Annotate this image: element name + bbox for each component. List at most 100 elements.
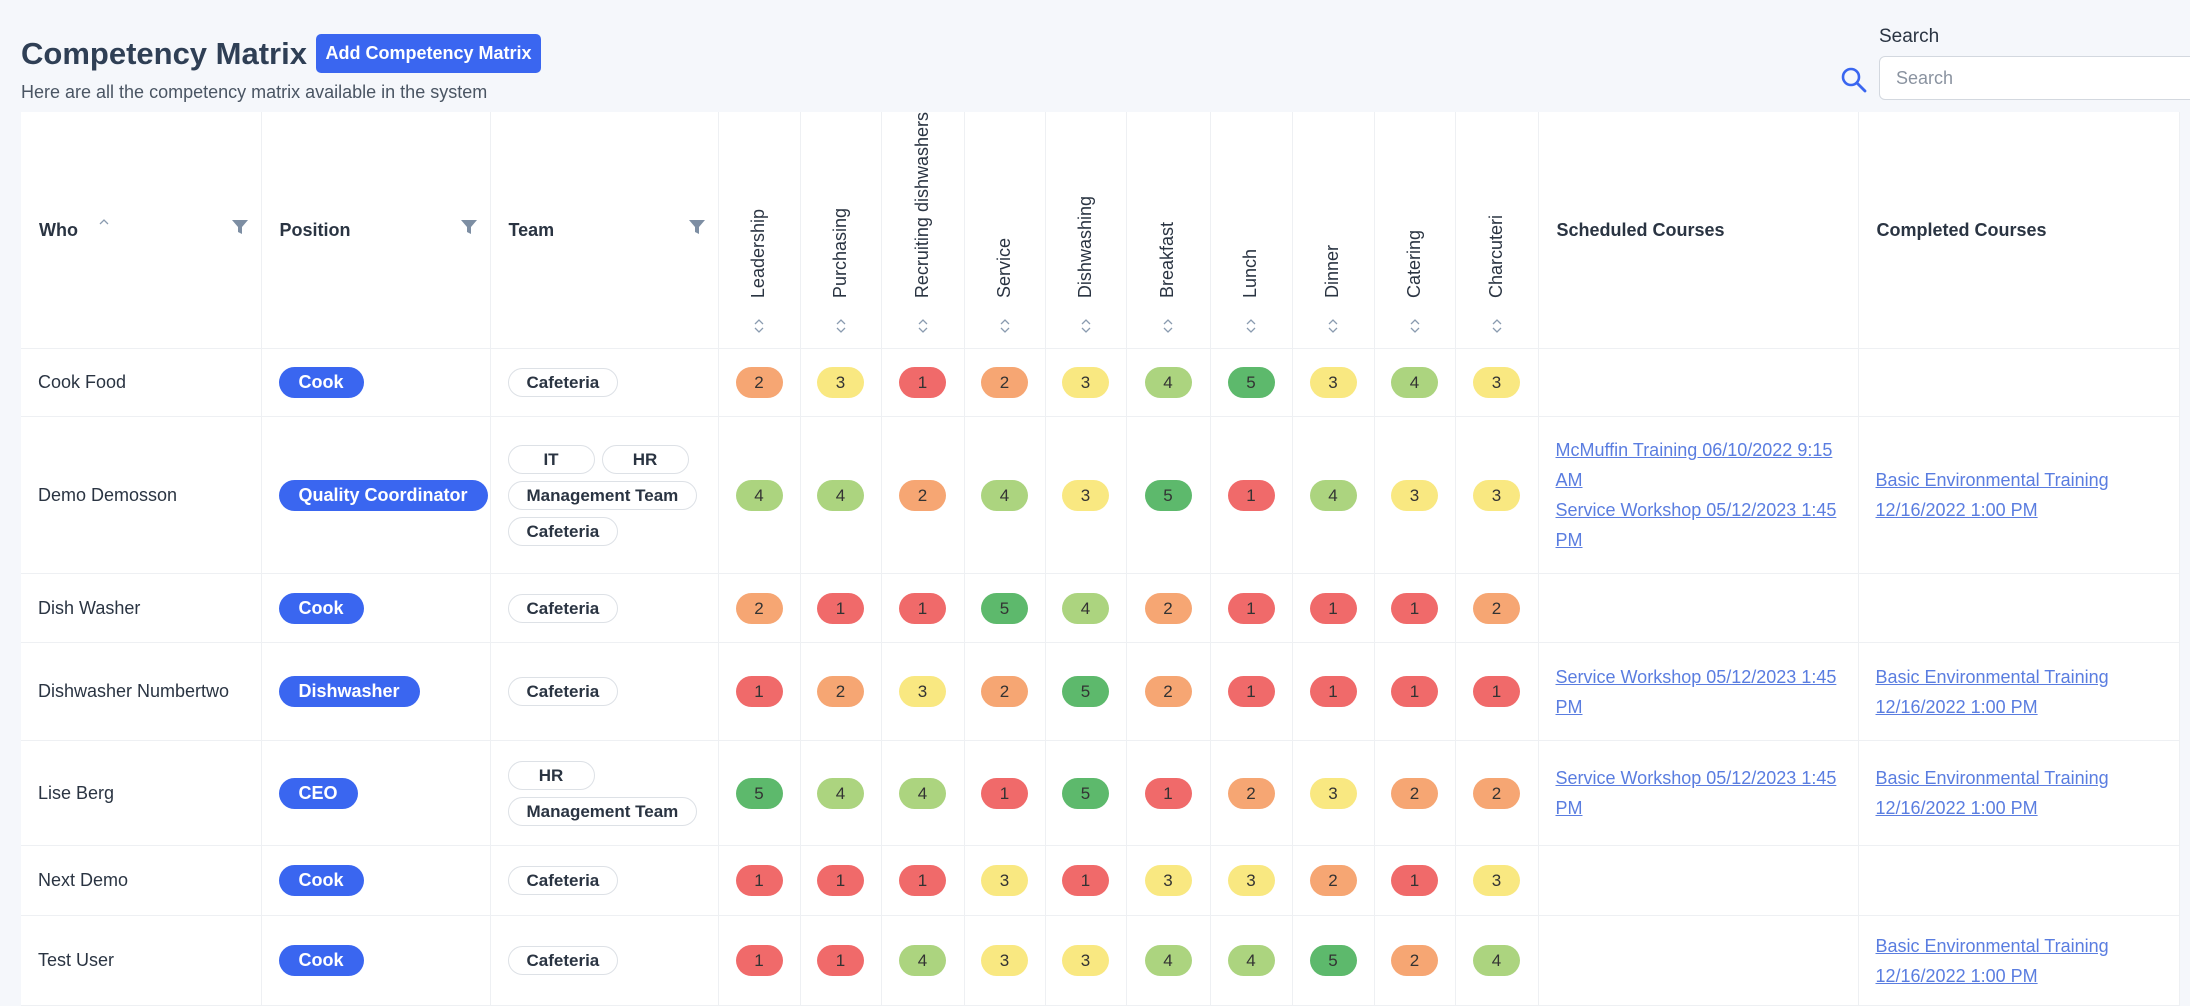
score-cell: 4: [881, 915, 965, 1006]
score-cell: 5: [1045, 740, 1127, 846]
score-cell: 3: [1455, 416, 1539, 574]
sort-icon[interactable]: [99, 218, 109, 226]
position-cell: Cook: [261, 573, 491, 643]
score-cell: 1: [964, 740, 1046, 846]
table-row: Demo Demosson Quality Coordinator IT HR Mana…: [21, 416, 2180, 574]
completed-course-link[interactable]: Basic Environmental Training 12/16/2022 …: [1875, 470, 2109, 520]
score-cell: 4: [1374, 348, 1456, 417]
score-cell: 4: [1126, 915, 1211, 1006]
score-badge: 2: [1144, 592, 1192, 624]
completed-course-link[interactable]: Basic Environmental Training 12/16/2022 …: [1875, 666, 2109, 717]
column-header[interactable]: Team: [490, 112, 719, 349]
team-badge: Cafeteria: [507, 677, 619, 706]
scheduled-course-link[interactable]: McMuffin Training 06/10/2022 9:15 AM: [1555, 440, 1833, 490]
filter-icon[interactable]: [231, 218, 249, 236]
position-badge: Quality Coordinator: [278, 479, 488, 511]
score-badge: 5: [1309, 945, 1357, 976]
column-header[interactable]: Position: [261, 112, 491, 349]
completed-course-link[interactable]: Basic Environmental Training 12/16/2022 …: [1875, 935, 2109, 986]
column-header[interactable]: Purchasing: [800, 112, 882, 349]
team-list: Cafeteria: [491, 593, 708, 623]
column-header[interactable]: Recruiting dishwashers: [881, 112, 965, 349]
sort-icon[interactable]: [1246, 318, 1256, 334]
column-header[interactable]: Catering: [1374, 112, 1456, 349]
sort-icon[interactable]: [1328, 318, 1338, 334]
sort-icon[interactable]: [1492, 318, 1502, 334]
table-row: Lise Berg CEO HR Management Team 5 4 4 1 5 1 2 3 2 2 S…: [21, 740, 2180, 846]
who-cell: Lise Berg: [21, 740, 262, 846]
sort-icon[interactable]: [1163, 318, 1173, 334]
score-badge: 2: [1309, 865, 1357, 896]
score-cell: 1: [718, 915, 801, 1006]
sort-icon[interactable]: [1000, 318, 1010, 334]
sort-icon[interactable]: [918, 318, 928, 334]
team-list: Cafeteria: [491, 677, 708, 706]
table-row: Dishwasher Numbertwo Dishwasher Cafeteria 1…: [21, 642, 2180, 741]
score-badge: 1: [1391, 676, 1438, 707]
who-cell: Dishwasher Numbertwo: [21, 642, 262, 741]
score-badge: 1: [735, 865, 783, 896]
score-cell: 2: [1455, 740, 1539, 846]
position-cell: CEO: [261, 740, 491, 846]
score-badge: 1: [1062, 865, 1109, 896]
score-cell: 4: [800, 416, 882, 574]
who-cell: Dish Washer: [21, 573, 262, 643]
score-cell: 1: [881, 845, 965, 916]
column-header[interactable]: Completed Courses: [1858, 112, 2180, 349]
score-cell: 2: [718, 573, 801, 643]
score-badge: 2: [735, 367, 783, 398]
completed-course-link[interactable]: Basic Environmental Training 12/16/2022 …: [1875, 768, 2109, 818]
column-header[interactable]: Scheduled Courses: [1538, 112, 1859, 349]
score-cell: 4: [1292, 416, 1375, 574]
scheduled-course-link[interactable]: Service Workshop 05/12/2023 1:45 PM: [1555, 768, 1837, 818]
filter-icon[interactable]: [460, 218, 478, 236]
score-cell: 4: [964, 416, 1046, 574]
sort-icon[interactable]: [754, 318, 764, 334]
sort-icon[interactable]: [836, 318, 846, 334]
filter-icon[interactable]: [688, 218, 706, 236]
add-button[interactable]: Add Competency Matrix: [316, 34, 541, 73]
column-header[interactable]: Charcuteri: [1455, 112, 1539, 349]
search-input[interactable]: Search: [1879, 56, 2190, 100]
score-badge: 1: [981, 777, 1028, 809]
scheduled-course-link[interactable]: Service Workshop 05/12/2023 1:45 PM: [1555, 500, 1837, 550]
position-badge: CEO: [278, 777, 358, 809]
who-name: Cook Food: [38, 372, 127, 392]
scheduled-cell: [1538, 915, 1859, 1006]
score-badge: 1: [1391, 592, 1438, 624]
score-badge: 4: [1062, 592, 1109, 624]
score-cell: 1: [1210, 416, 1293, 574]
column-header[interactable]: Breakfast: [1126, 112, 1211, 349]
column-header[interactable]: Leadership: [718, 112, 801, 349]
team-cell: Cafeteria: [490, 573, 719, 643]
team-cell: Cafeteria: [490, 845, 719, 916]
scheduled-course-link[interactable]: Service Workshop 05/12/2023 1:45 PM: [1555, 666, 1837, 717]
score-badge: 5: [1062, 676, 1109, 707]
score-cell: 1: [800, 845, 882, 916]
sort-icon[interactable]: [1081, 318, 1091, 334]
column-title: Scheduled Courses: [1556, 219, 1725, 240]
score-cell: 2: [881, 416, 965, 574]
score-cell: 5: [1126, 416, 1211, 574]
score-badge: 3: [1391, 479, 1438, 511]
score-cell: 3: [881, 642, 965, 741]
column-header[interactable]: Who: [21, 112, 262, 349]
team-list: IT HR Management Team Cafeteria: [491, 444, 708, 546]
sort-icon[interactable]: [1410, 318, 1420, 334]
search-icon[interactable]: [1840, 66, 1868, 94]
score-cell: 5: [1210, 348, 1293, 417]
team-cell: HR Management Team: [490, 740, 719, 846]
score-badge: 1: [1227, 592, 1275, 624]
score-badge: 1: [1227, 676, 1275, 707]
team-badge: HR: [507, 760, 595, 790]
score-badge: 3: [1062, 479, 1109, 511]
column-header[interactable]: Service: [964, 112, 1046, 349]
score-badge: 2: [1473, 592, 1520, 624]
score-cell: 2: [1374, 740, 1456, 846]
column-header[interactable]: Dishwashing: [1045, 112, 1127, 349]
column-header[interactable]: Dinner: [1292, 112, 1375, 349]
column-header[interactable]: Lunch: [1210, 112, 1293, 349]
score-cell: 3: [964, 845, 1046, 916]
score-cell: 3: [1455, 845, 1539, 916]
